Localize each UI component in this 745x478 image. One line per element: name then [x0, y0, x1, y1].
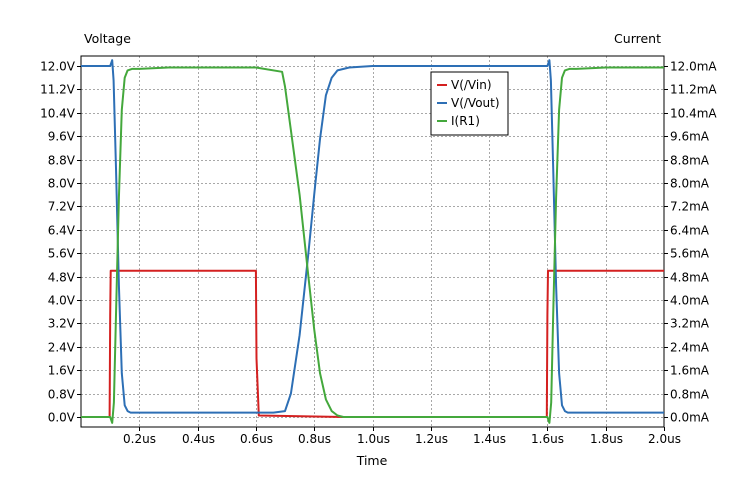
legend-label-0: V(/Vin): [451, 78, 492, 92]
right-y-tick-label: 5.6mA: [670, 247, 710, 261]
left-y-tick-label: 1.6V: [48, 364, 76, 378]
right-y-tick-label: 3.2mA: [670, 317, 710, 331]
left-y-tick-label: 2.4V: [48, 341, 76, 355]
right-y-tick-label: 9.6mA: [670, 130, 710, 144]
x-tick-label: 1.6us: [531, 432, 564, 446]
legend: V(/Vin) V(/Vout) I(R1): [430, 71, 509, 136]
x-tick-label: 1.8us: [590, 432, 623, 446]
series-lines: [81, 59, 664, 424]
x-tick-label: 1.2us: [415, 432, 448, 446]
left-y-tick-label: 4.8V: [48, 271, 76, 285]
x-tick-label: 0.8us: [298, 432, 331, 446]
plot-frame: [80, 55, 665, 428]
left-y-axis-ticks: 0.0V 0.8V 1.6V 2.4V 3.2V 4.0V 4.8V 5.6V 6.4V 7.2V…: [40, 60, 81, 425]
left-y-tick-label: 0.8V: [48, 388, 76, 402]
right-y-tick-label: 11.2mA: [670, 83, 717, 97]
x-axis-ticks: 0.2us 0.4us 0.6us 0.8us 1.0us 1.2us 1.4us 1.6us…: [123, 427, 681, 446]
right-y-tick-label: 12.0mA: [670, 60, 717, 74]
right-axis-title: Current: [614, 31, 661, 46]
left-y-tick-label: 8.8V: [48, 154, 76, 168]
left-y-tick-label: 6.4V: [48, 224, 76, 238]
left-y-tick-label: 3.2V: [48, 317, 76, 331]
series-line-1: [81, 59, 664, 414]
right-y-tick-label: 8.0mA: [670, 177, 710, 191]
left-y-tick-label: 8.0V: [48, 177, 76, 191]
left-y-tick-label: 4.0V: [48, 294, 76, 308]
right-y-tick-label: 2.4mA: [670, 341, 710, 355]
right-y-tick-label: 6.4mA: [670, 224, 710, 238]
right-y-tick-label: 10.4mA: [670, 107, 717, 121]
x-tick-label: 0.2us: [123, 432, 156, 446]
right-y-tick-label: 8.8mA: [670, 154, 710, 168]
left-axis-title: Voltage: [84, 31, 131, 46]
legend-label-2: I(R1): [451, 114, 480, 128]
left-y-tick-label: 11.2V: [40, 83, 76, 97]
right-y-tick-label: 7.2mA: [670, 200, 710, 214]
left-y-tick-label: 0.0V: [48, 411, 76, 425]
left-y-tick-label: 12.0V: [40, 60, 76, 74]
series-line-0: [81, 269, 664, 418]
left-y-tick-label: 7.2V: [48, 200, 76, 214]
x-axis-title: Time: [356, 453, 388, 468]
right-y-tick-label: 4.8mA: [670, 271, 710, 285]
right-y-tick-label: 0.0mA: [670, 411, 710, 425]
legend-label-1: V(/Vout): [451, 96, 500, 110]
left-y-tick-label: 5.6V: [48, 247, 76, 261]
right-y-tick-label: 4.0mA: [670, 294, 710, 308]
x-tick-label: 1.0us: [357, 432, 390, 446]
x-tick-label: 0.6us: [240, 432, 273, 446]
left-y-tick-label: 9.6V: [48, 130, 76, 144]
left-y-tick-label: 10.4V: [40, 107, 76, 121]
x-tick-label: 2.0us: [648, 432, 681, 446]
right-y-tick-label: 0.8mA: [670, 388, 710, 402]
right-y-tick-label: 1.6mA: [670, 364, 710, 378]
series-line-2: [81, 66, 664, 424]
x-tick-label: 1.4us: [473, 432, 506, 446]
legend-box: [430, 71, 509, 136]
x-tick-label: 0.4us: [182, 432, 215, 446]
grid-lines: [81, 56, 664, 427]
right-y-axis-ticks: 0.0mA 0.8mA 1.6mA 2.4mA 3.2mA 4.0mA 4.8mA 5.6mA…: [664, 60, 717, 425]
